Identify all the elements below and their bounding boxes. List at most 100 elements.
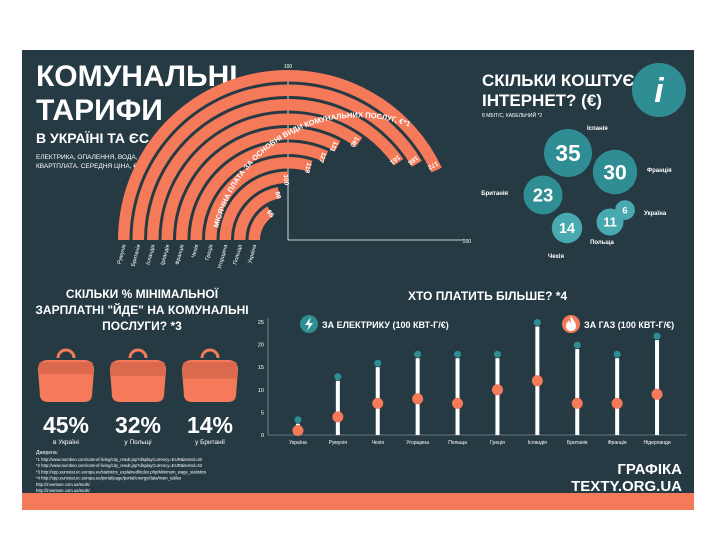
x-category-label: Угорщина (406, 440, 429, 446)
source-line: *2 http://www.numbeo.com/cost-of-living/… (36, 463, 203, 468)
wage-country: у Британії (195, 438, 225, 446)
who-pays-chart: 0 5 10 15 20 25 Україна Румунія Чехія Угорщина Пол… (258, 318, 687, 446)
x-category-label: Румунія (329, 440, 348, 446)
electric-bar (495, 358, 500, 435)
internet-bubble-value: 35 (555, 140, 581, 166)
internet-bubble-label: Іспанія (587, 126, 608, 132)
main-desc-line2: КВАРТПЛАТА. СЕРЕДНЯ ЦІНА, € (36, 163, 137, 170)
gas-marker (292, 425, 304, 436)
arc-bar (234, 186, 281, 241)
arc-axis-right-label: 200 (463, 239, 472, 245)
arc-chart: 65 Україна 88 Польща 100 Угорщина 119 Греція 127… (117, 70, 464, 270)
arc-bar-value-label: 119 (303, 162, 312, 174)
gas-marker (491, 384, 503, 396)
gas-marker (332, 411, 344, 423)
arc-bar (219, 171, 289, 241)
x-category-label: Чехія (372, 440, 385, 446)
internet-bubble-label: Британія (481, 191, 508, 197)
arc-bar (132, 84, 422, 241)
arc-category-label: Греція (205, 244, 215, 261)
legend-electric-label: ЗА ЕЛЕКТРИКУ (100 КВТ-Г/€) (322, 320, 449, 330)
source-line: http://inventure.com.ua/tools/ (36, 488, 91, 493)
wage-percent: 45% (43, 412, 89, 438)
arc-category-label: Ісландія (146, 244, 157, 266)
wallet-level (111, 362, 165, 376)
internet-bubble-value: 14 (559, 221, 575, 237)
internet-title-line1: СКІЛЬКИ КОШТУЄ (482, 71, 635, 90)
electric-bar (655, 340, 660, 435)
gas-marker (531, 375, 543, 387)
arc-category-label: Чехія (191, 244, 200, 259)
wage-country: в Україні (53, 438, 79, 446)
wage-percent: 32% (115, 412, 161, 438)
internet-bubble (523, 175, 563, 215)
sources-list: *1 http://www.numbeo.com/cost-of-living/… (36, 457, 206, 493)
arc-category-label: Угорщина (217, 243, 229, 270)
main-title-line2: ТАРИФИ (36, 94, 163, 127)
arc-bar-value-label: 131 (328, 140, 339, 153)
electric-bar (615, 358, 620, 435)
main-title-line1: КОМУНАЛЬНІ (36, 60, 238, 93)
legend-gas-label: ЗА ГАЗ (100 КВТ-Г/€) (584, 320, 674, 330)
main-desc-line1: ЕЛЕКТРИКА, ОПАЛЕННЯ, ВОДА, (36, 154, 138, 161)
arc-category-label: Україна (247, 243, 258, 264)
arc-bar (147, 99, 404, 241)
electric-bar (575, 349, 580, 435)
arc-category-label: Британія (131, 244, 143, 267)
arc-category-label: Польща (233, 243, 244, 265)
x-category-label: Франція (608, 440, 627, 446)
x-category-label: Ісландія (528, 440, 547, 446)
x-category-label: Нідерланди (643, 440, 670, 446)
who-pays-title: ХТО ПЛАТИТЬ БІЛЬШЕ? *4 (408, 289, 567, 303)
wage-percent: 14% (187, 412, 233, 438)
arc-bar (205, 157, 313, 241)
y-tick-label: 20 (258, 343, 264, 349)
wage-title-line3: ПОСЛУГИ? *3 (102, 319, 182, 333)
electric-bar-cap (294, 416, 302, 424)
internet-bubble (544, 129, 592, 177)
internet-bubble-label: Україна (644, 211, 667, 217)
wallet-level (39, 362, 93, 375)
arc-bar (248, 206, 274, 241)
y-tick-label: 0 (261, 433, 264, 439)
wallet-clasp (200, 348, 220, 359)
flame-icon (566, 316, 576, 331)
arc-bar-value-label: 127 (317, 151, 328, 164)
x-category-label: Україна (289, 440, 307, 446)
internet-bubble-value: 23 (533, 184, 554, 205)
gas-marker (412, 393, 424, 405)
y-tick-label: 15 (258, 365, 264, 371)
internet-bubble (615, 200, 635, 220)
lightning-icon (305, 317, 313, 331)
wage-title-line1: СКІЛЬКИ % МІНІМАЛЬНОЇ (66, 286, 219, 301)
info-icon-glyph: i (654, 72, 665, 110)
info-icon-circle (632, 63, 686, 117)
arc-bar-value-label: 140 (348, 135, 360, 148)
electric-bar-cap (454, 350, 462, 358)
source-line: http://inventure.com.ua/tools/ (36, 482, 91, 487)
y-tick-label: 10 (258, 388, 264, 394)
arc-bar (176, 128, 341, 241)
source-line: *3 http://epp.eurostat.ec.europa.eu/stat… (36, 469, 206, 474)
internet-note: 8 МБІТ/С, КАБЕЛЬНИЙ *2 (482, 111, 542, 119)
wallet-level (183, 362, 237, 379)
arc-axis-top-label: 100 (284, 64, 293, 70)
electric-bar (455, 358, 460, 435)
main-subtitle: В УКРАЇНІ ТА ЄС (36, 130, 149, 146)
electric-bar-cap (533, 319, 541, 326)
legend-gas: ЗА ГАЗ (100 КВТ-Г/€) (562, 315, 674, 333)
gas-marker (571, 397, 583, 409)
electric-bar-cap (573, 341, 581, 349)
wage-title-line2: ЗАРПЛАТНІ "ЙДЕ" НА КОМУНАЛЬНІ (35, 302, 248, 317)
info-icon: i (632, 63, 686, 117)
arc-bar-value-label: 172 (426, 159, 439, 171)
internet-bubble-label: Чехія (548, 254, 564, 260)
sources-label: Джерела: (36, 450, 58, 456)
gas-marker (372, 397, 384, 409)
footer-band (22, 493, 694, 510)
internet-bubble-label: Польща (590, 240, 614, 246)
source-line: *4 http://epp.eurostat.ec.europa.eu/port… (36, 476, 181, 481)
arc-category-label: Ірландія (160, 244, 171, 266)
internet-bubble-value: 11 (603, 214, 617, 229)
arc-category-label: Румунія (117, 244, 128, 265)
